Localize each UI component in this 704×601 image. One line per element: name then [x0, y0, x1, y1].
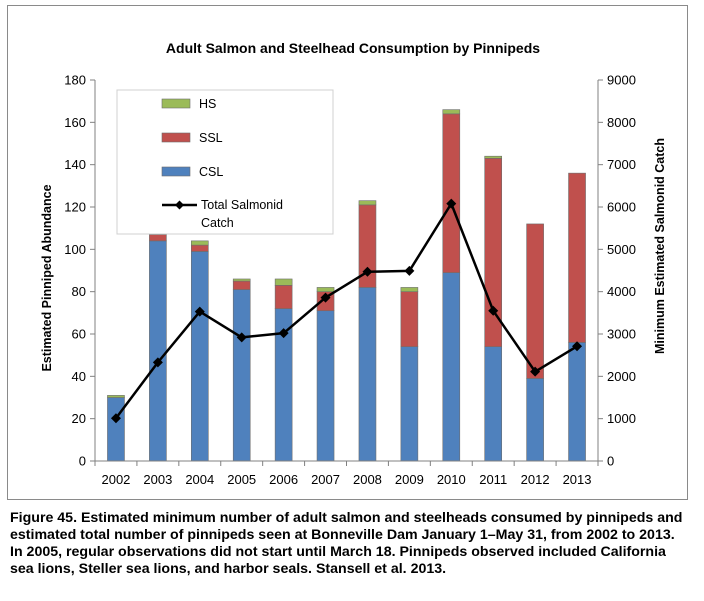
y-left-tick-label-180: 180 [64, 73, 86, 88]
bar-ssl-2009 [400, 291, 419, 347]
bar-csl-2003 [149, 240, 167, 462]
catch-point-2007 [320, 292, 331, 303]
y-right-tick-label-2000: 2000 [607, 369, 636, 384]
chart-frame: Adult Salmon and Steelhead Consumption b… [7, 5, 688, 500]
chart-title: Adult Salmon and Steelhead Consumption b… [166, 40, 540, 56]
y-right-tick-label-1000: 1000 [607, 411, 636, 426]
y-right-tick-label-4000: 4000 [607, 284, 636, 299]
catch-point-2005 [236, 332, 247, 343]
y-right-tick-label-5000: 5000 [607, 242, 636, 257]
bar-hs-2004 [190, 240, 209, 246]
legend-label-ssl: SSL [199, 131, 223, 145]
y-left-tick-label-20: 20 [72, 411, 86, 426]
bar-csl-2007 [316, 310, 335, 462]
x-tick-label-2007: 2007 [311, 472, 340, 487]
bar-csl-2013 [568, 342, 586, 462]
y-right-tick-label-6000: 6000 [607, 200, 636, 215]
bar-hs-2006 [274, 278, 293, 286]
x-tick-label-2010: 2010 [437, 472, 466, 487]
legend-label-total-line2: Catch [201, 216, 234, 230]
catch-point-2009 [404, 265, 415, 276]
bar-csl-2009 [400, 346, 419, 462]
legend-box [116, 89, 334, 235]
catch-point-2004 [194, 306, 205, 317]
y-right-tick-label-0: 0 [607, 454, 614, 469]
bar-csl-2010 [442, 272, 461, 462]
legend-label-total-line1: Total Salmonid [201, 198, 283, 212]
y-left-tick-label-0: 0 [79, 454, 86, 469]
bar-hs-2008 [358, 200, 377, 206]
bar-hs-2002 [107, 395, 125, 398]
figure-caption: Figure 45. Estimated minimum number of a… [10, 510, 683, 577]
x-tick-label-2008: 2008 [353, 472, 382, 487]
bar-csl-2012 [526, 378, 544, 462]
bar-hs-2010 [442, 109, 461, 115]
bar-csl-2005 [232, 289, 251, 462]
catch-point-2013 [572, 341, 583, 352]
x-tick-label-2004: 2004 [185, 472, 214, 487]
bar-hs-2011 [484, 155, 503, 159]
y-left-tick-label-40: 40 [72, 369, 86, 384]
catch-point-2006 [278, 328, 289, 339]
x-tick-label-2006: 2006 [269, 472, 298, 487]
bar-csl-2004 [190, 251, 209, 462]
y-right-tick-label-9000: 9000 [607, 73, 636, 88]
y-left-tick-label-60: 60 [72, 327, 86, 342]
bar-ssl-2006 [274, 285, 293, 309]
bar-hs-2005 [232, 278, 251, 282]
catch-point-2010 [446, 198, 457, 209]
y-left-tick-label-100: 100 [64, 242, 86, 257]
y-right-tick-label-8000: 8000 [607, 115, 636, 130]
legend-label-csl: CSL [199, 165, 223, 179]
catch-point-2003 [152, 357, 163, 368]
bar-hs-2007 [316, 287, 335, 292]
y-right-tick-label-7000: 7000 [607, 157, 636, 172]
x-tick-label-2002: 2002 [101, 472, 130, 487]
legend-line-marker [175, 200, 184, 210]
bar-ssl-2005 [232, 280, 251, 290]
x-tick-label-2009: 2009 [395, 472, 424, 487]
x-tick-label-2011: 2011 [479, 472, 507, 487]
chart: Adult Salmon and Steelhead Consumption b… [40, 40, 667, 487]
legend-swatch-csl [161, 166, 191, 177]
y-left-tick-label-120: 120 [64, 200, 86, 215]
bar-ssl-2010 [442, 113, 461, 273]
bar-ssl-2003 [149, 234, 167, 242]
total-salmonid-catch-line [114, 202, 578, 419]
y-axis-left-title: Estimated Pinniped Abundance [40, 184, 54, 371]
catch-point-2008 [362, 266, 373, 277]
catch-point-2011 [488, 305, 499, 316]
bar-ssl-2013 [568, 172, 586, 343]
x-tick-label-2003: 2003 [143, 472, 172, 487]
y-axis-right-title: Minimum Estimated Salmonid Catch [653, 138, 667, 354]
x-tick-label-2013: 2013 [563, 472, 592, 487]
catch-point-2002 [110, 413, 121, 424]
y-left-tick-label-160: 160 [64, 115, 86, 130]
x-tick-label-2012: 2012 [521, 472, 550, 487]
legend-swatch-ssl [161, 132, 191, 143]
catch-point-2012 [530, 366, 541, 377]
y-left-tick-label-140: 140 [64, 157, 86, 172]
bar-ssl-2004 [190, 244, 209, 252]
bar-ssl-2012 [526, 223, 544, 379]
legend-label-hs: HS [199, 97, 216, 111]
y-right-tick-label-3000: 3000 [607, 327, 636, 342]
bar-csl-2011 [484, 346, 503, 462]
bar-csl-2002 [107, 397, 125, 462]
legend-swatch-hs [161, 98, 191, 109]
bar-csl-2008 [358, 287, 377, 462]
x-tick-label-2005: 2005 [227, 472, 256, 487]
bar-hs-2009 [400, 287, 419, 292]
y-left-tick-label-80: 80 [72, 284, 86, 299]
